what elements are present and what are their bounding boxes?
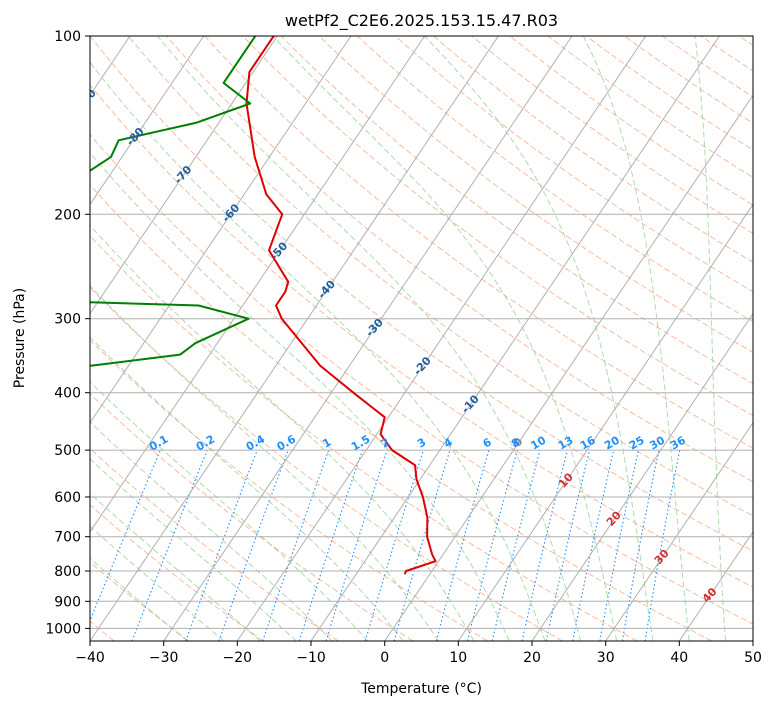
dry-adiabats — [90, 36, 753, 641]
dry-adiabat-line — [90, 235, 638, 641]
dry-adiabat-line — [90, 36, 753, 552]
isotherm-line — [90, 36, 426, 533]
dry-adiabat-line — [90, 133, 753, 625]
plot-area: -100-90-80-70-60-50-40-30-20-10010203040… — [76, 36, 753, 641]
x-axis-label: Temperature (°C) — [360, 681, 482, 697]
dry-adiabat-line — [90, 184, 712, 641]
y-tick-label: 300 — [54, 312, 81, 328]
y-tick-label: 600 — [54, 490, 81, 506]
x-tick-label: −20 — [223, 650, 253, 666]
mixing-ratio-line — [218, 449, 289, 641]
y-axis-label: Pressure (hPa) — [12, 288, 28, 388]
mixing-ratio-line — [131, 449, 208, 641]
dry-adiabat-line — [90, 447, 339, 641]
mixing-ratio-line — [90, 449, 161, 623]
mixing-ratio-line — [521, 449, 568, 641]
plot-frame — [89, 35, 754, 642]
profiles — [90, 36, 437, 575]
x-tick-label: 40 — [670, 650, 688, 666]
isotherm-line — [605, 421, 753, 641]
isotherm-label: -90 — [76, 86, 99, 110]
mixing-ratio-line — [298, 449, 363, 641]
dry-adiabat-line — [90, 286, 563, 641]
moist-adiabat-line — [90, 224, 475, 641]
dry-adiabat-line — [280, 36, 753, 385]
mixing-ratio-line — [185, 449, 258, 641]
dry-adiabat-line — [90, 504, 264, 641]
dry-adiabat-line — [395, 36, 753, 293]
temperature-profile — [245, 36, 437, 575]
moist-adiabat-line — [90, 381, 369, 641]
mixing-ratio-line — [364, 449, 424, 641]
y-axis-ticks: 100 200 300 400 500 600 700 800 900 1000 — [45, 29, 90, 637]
mixing-ratio-line — [262, 449, 330, 641]
x-axis-ticks: −40 −30 −20 −10 0 10 20 30 40 50 — [75, 641, 762, 666]
dry-adiabat-line — [90, 84, 753, 588]
moist-adiabat-line — [90, 525, 225, 641]
dewpoint-profile — [90, 36, 257, 367]
moist-adiabat-line — [272, 36, 618, 641]
moist-adiabat-line — [90, 557, 188, 641]
isotherm-line — [678, 530, 753, 641]
y-tick-label: 100 — [54, 29, 81, 45]
mixing-ratio-line — [545, 449, 591, 641]
mixing-ratio-line — [435, 449, 490, 641]
x-tick-label: −40 — [75, 650, 105, 666]
dry-adiabat-line — [356, 36, 753, 323]
x-tick-label: −10 — [296, 650, 326, 666]
isotherm-line — [90, 36, 352, 424]
isotherm-line — [531, 312, 753, 641]
isotherm-line — [310, 36, 720, 641]
y-tick-label: 500 — [54, 443, 81, 459]
y-tick-label: 400 — [54, 386, 81, 402]
x-tick-label: 20 — [523, 650, 541, 666]
isotherm-line — [163, 36, 573, 641]
moist-adiabat-line — [157, 36, 582, 641]
dry-adiabat-line — [318, 36, 753, 353]
y-tick-label: 1000 — [45, 621, 81, 637]
x-tick-label: 50 — [744, 650, 762, 666]
x-tick-label: 0 — [380, 650, 389, 666]
dry-adiabat-line — [90, 339, 488, 641]
mixing-ratio-line — [466, 449, 518, 641]
isotherm-line — [90, 36, 499, 641]
dry-adiabat-line — [433, 36, 753, 263]
y-tick-label: 900 — [54, 594, 81, 610]
pressure-gridlines — [90, 36, 753, 629]
isotherm-line — [384, 94, 753, 641]
y-tick-label: 200 — [54, 207, 81, 223]
moist-adiabat-line — [90, 492, 261, 641]
moist-adiabat-line — [694, 36, 727, 641]
y-tick-label: 800 — [54, 564, 81, 580]
x-tick-label: −30 — [149, 650, 179, 666]
x-tick-label: 10 — [449, 650, 467, 666]
moist-adiabat-line — [90, 61, 546, 641]
moist-adiabat-line — [90, 458, 297, 641]
y-tick-label: 700 — [54, 530, 81, 546]
moist-adiabat-line — [90, 336, 404, 641]
isotherm-line — [236, 36, 647, 641]
chart-title: wetPf2_C2E6.2025.153.15.47.R03 — [285, 11, 558, 31]
moist-adiabat-line — [582, 36, 690, 641]
isotherms — [90, 36, 753, 641]
isotherm-line — [90, 36, 278, 315]
dry-adiabat-line — [585, 36, 753, 151]
dry-adiabat-line — [547, 36, 753, 178]
isotherm-line — [457, 203, 753, 641]
moist-adiabat-line — [424, 36, 654, 641]
x-tick-label: 30 — [597, 650, 615, 666]
mixing-ratio-line — [325, 449, 388, 641]
